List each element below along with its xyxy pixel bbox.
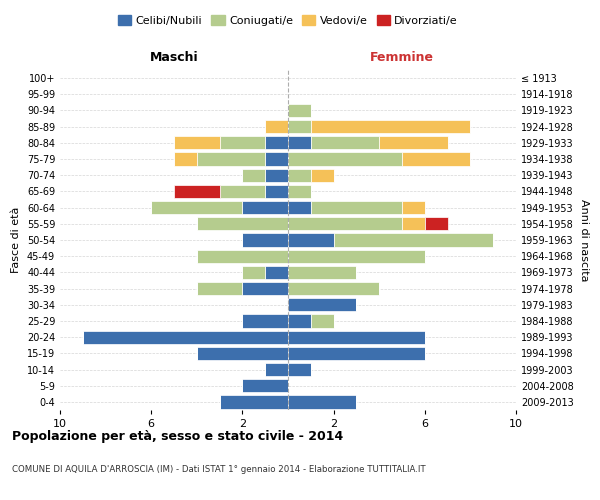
Bar (311, 136, 379, 149)
Y-axis label: Anni di nascita: Anni di nascita (579, 198, 589, 281)
Bar (288, 234, 334, 246)
Bar (288, 201, 311, 214)
Bar (265, 136, 288, 149)
Text: Femmine: Femmine (370, 50, 434, 64)
Bar (220, 136, 265, 149)
Bar (174, 152, 197, 166)
Bar (265, 266, 288, 279)
Bar (242, 282, 288, 295)
Bar (288, 152, 402, 166)
Bar (220, 185, 265, 198)
Bar (288, 363, 311, 376)
Bar (242, 266, 265, 279)
Legend: Celibi/Nubili, Coniugati/e, Vedovi/e, Divorziati/e: Celibi/Nubili, Coniugati/e, Vedovi/e, Di… (113, 10, 463, 30)
Bar (288, 282, 379, 295)
Bar (288, 168, 311, 182)
Bar (242, 234, 288, 246)
Bar (288, 266, 356, 279)
Bar (288, 330, 425, 344)
Bar (197, 217, 288, 230)
Bar (334, 234, 493, 246)
Bar (288, 120, 311, 134)
Bar (197, 282, 242, 295)
Text: Popolazione per età, sesso e stato civile - 2014: Popolazione per età, sesso e stato civil… (12, 430, 343, 443)
Bar (425, 217, 448, 230)
Bar (379, 136, 448, 149)
Bar (288, 104, 311, 117)
Bar (242, 379, 288, 392)
Bar (197, 250, 288, 263)
Bar (265, 152, 288, 166)
Text: COMUNE DI AQUILA D'ARROSCIA (IM) - Dati ISTAT 1° gennaio 2014 - Elaborazione TUT: COMUNE DI AQUILA D'ARROSCIA (IM) - Dati … (12, 465, 425, 474)
Text: Maschi: Maschi (149, 50, 199, 64)
Bar (311, 314, 334, 328)
Bar (174, 136, 220, 149)
Bar (288, 346, 425, 360)
Bar (311, 120, 470, 134)
Bar (242, 168, 265, 182)
Bar (402, 201, 425, 214)
Bar (288, 396, 356, 408)
Bar (311, 201, 402, 214)
Bar (265, 168, 288, 182)
Bar (288, 298, 356, 312)
Bar (174, 185, 220, 198)
Bar (288, 314, 311, 328)
Bar (402, 217, 425, 230)
Bar (402, 152, 470, 166)
Bar (311, 168, 334, 182)
Bar (242, 201, 288, 214)
Bar (151, 201, 242, 214)
Bar (288, 136, 311, 149)
Bar (265, 185, 288, 198)
Bar (242, 314, 288, 328)
Bar (220, 396, 288, 408)
Bar (197, 346, 288, 360)
Y-axis label: Fasce di età: Fasce di età (11, 207, 21, 273)
Bar (265, 120, 288, 134)
Bar (288, 217, 402, 230)
Bar (265, 363, 288, 376)
Bar (288, 185, 311, 198)
Bar (83, 330, 288, 344)
Bar (197, 152, 265, 166)
Bar (288, 250, 425, 263)
